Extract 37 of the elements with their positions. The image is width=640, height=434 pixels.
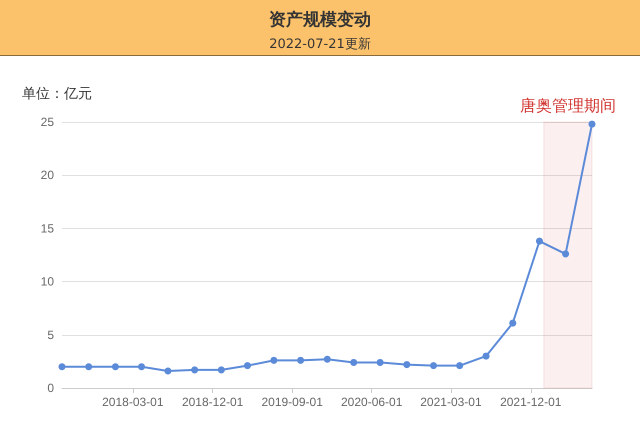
x-tick-label: 2021-12-01 (500, 395, 562, 409)
x-tick-label: 2018-12-01 (182, 395, 244, 409)
x-tick-label: 2018-03-01 (102, 395, 164, 409)
y-tick-label: 25 (40, 115, 54, 129)
point (430, 362, 438, 370)
y-tick-label: 20 (40, 168, 54, 182)
y-tick-label: 15 (40, 221, 54, 236)
point (244, 362, 251, 370)
y-tick-label: 10 (40, 274, 54, 289)
band-label: 唐奥管理期间 (520, 96, 616, 115)
point (509, 320, 516, 327)
point (324, 356, 331, 363)
y-axis-title: 单位：亿元 (22, 85, 92, 101)
chart-subtitle: 2022-07-21更新 (268, 36, 372, 53)
point (403, 361, 410, 368)
point (376, 358, 384, 366)
y-tick-label: 0 (47, 381, 54, 395)
point (191, 366, 198, 374)
point (112, 363, 119, 370)
point (588, 120, 596, 128)
chart-title: 资产规模变动 (268, 9, 372, 31)
point (297, 356, 304, 364)
point (58, 363, 66, 370)
point (218, 366, 225, 374)
point (164, 367, 172, 374)
x-tick-label: 2021-03-01 (420, 395, 482, 409)
point (138, 363, 146, 370)
point (482, 352, 490, 360)
point (562, 250, 570, 258)
y-tick-label: 5 (47, 328, 54, 342)
point (456, 362, 464, 370)
point (536, 238, 543, 245)
point (270, 356, 278, 364)
x-tick-label: 2020-06-01 (341, 395, 403, 409)
point (85, 363, 92, 370)
point (350, 358, 358, 366)
x-tick-label: 2019-09-01 (261, 395, 324, 409)
